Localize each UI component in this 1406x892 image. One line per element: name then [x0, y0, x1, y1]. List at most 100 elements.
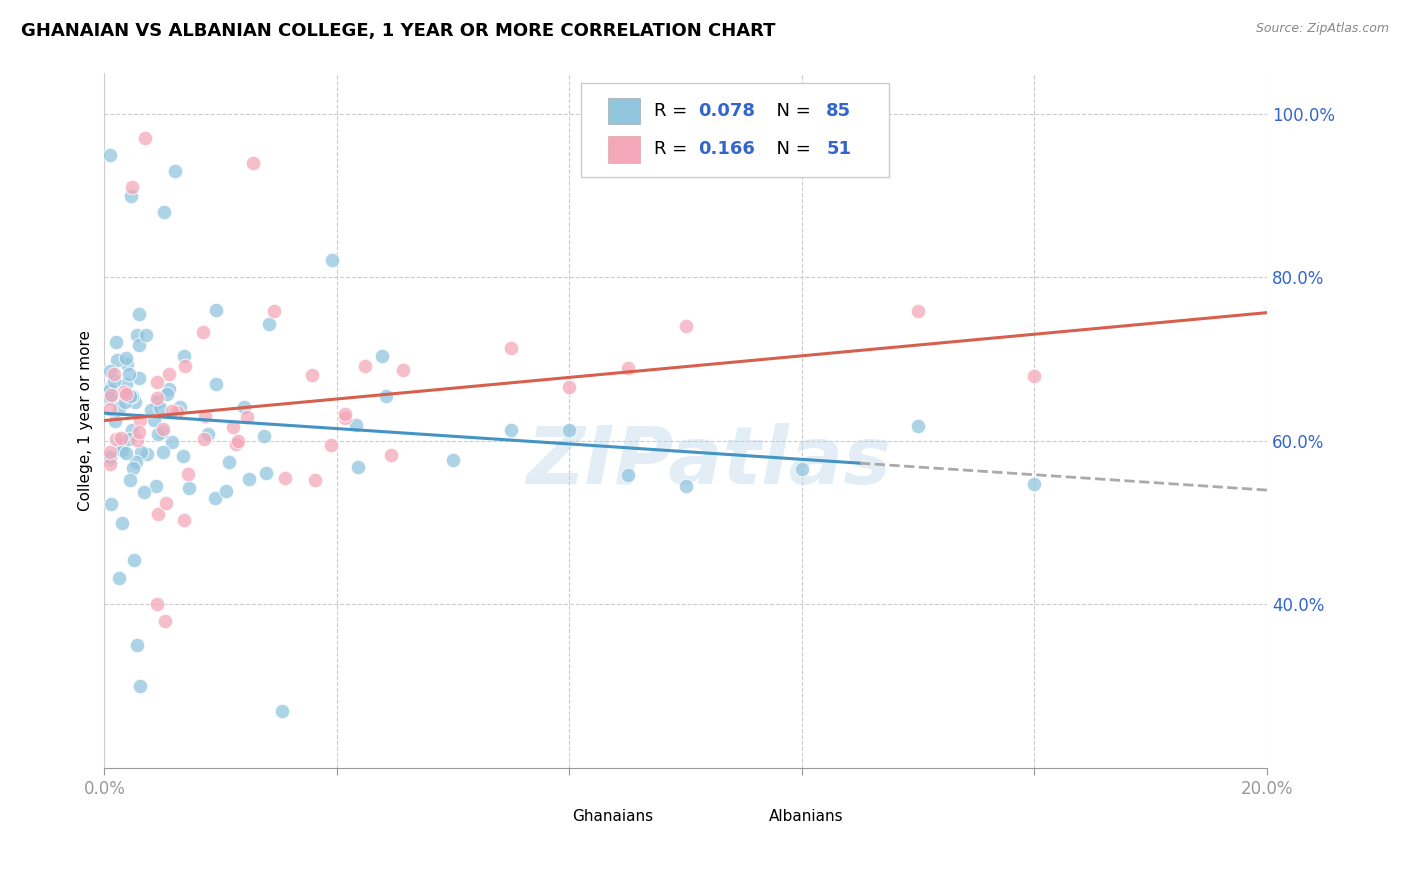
Point — [232, 400, 254, 414]
Point — [128, 370, 150, 384]
Text: R =: R = — [654, 103, 693, 120]
Text: GHANAIAN VS ALBANIAN COLLEGE, 1 YEAR OR MORE CORRELATION CHART: GHANAIAN VS ALBANIAN COLLEGE, 1 YEAR OR … — [21, 22, 776, 40]
Point — [204, 491, 226, 505]
Point — [155, 496, 177, 510]
Text: 0.166: 0.166 — [699, 140, 755, 159]
Point — [174, 359, 197, 373]
Point — [558, 423, 581, 437]
Point — [193, 432, 215, 446]
Point — [222, 419, 245, 434]
Point — [105, 353, 128, 368]
Point — [98, 383, 121, 397]
FancyBboxPatch shape — [529, 806, 561, 827]
Point — [114, 395, 136, 409]
Point — [304, 474, 326, 488]
Point — [162, 434, 184, 449]
Point — [114, 376, 136, 391]
Point — [173, 349, 195, 363]
Point — [100, 388, 122, 402]
FancyBboxPatch shape — [581, 84, 889, 178]
Point — [301, 368, 323, 382]
Text: ZIPatlas: ZIPatlas — [526, 423, 891, 501]
Point — [197, 426, 219, 441]
Point — [103, 374, 125, 388]
Text: N =: N = — [765, 140, 817, 159]
Point — [675, 479, 697, 493]
Point — [143, 413, 166, 427]
FancyBboxPatch shape — [607, 136, 640, 162]
Point — [225, 437, 247, 451]
Point — [191, 325, 214, 339]
FancyBboxPatch shape — [607, 98, 640, 124]
FancyBboxPatch shape — [727, 806, 759, 827]
Point — [98, 402, 121, 417]
Point — [118, 367, 141, 381]
Point — [104, 334, 127, 349]
Point — [125, 328, 148, 343]
Point — [146, 508, 169, 522]
Point — [129, 679, 152, 693]
Point — [134, 131, 156, 145]
Point — [790, 462, 813, 476]
Point — [1024, 477, 1046, 491]
Point — [135, 328, 157, 343]
Point — [218, 454, 240, 468]
Point — [98, 364, 121, 378]
Point — [238, 472, 260, 486]
Point — [100, 497, 122, 511]
Point — [157, 383, 180, 397]
Point — [152, 445, 174, 459]
Point — [205, 303, 228, 318]
Point — [173, 513, 195, 527]
Point — [98, 381, 121, 395]
Point — [98, 450, 121, 464]
Point — [136, 447, 159, 461]
Point — [166, 405, 188, 419]
Point — [120, 473, 142, 487]
Point — [370, 349, 392, 363]
Point — [344, 418, 367, 433]
Point — [146, 598, 169, 612]
Point — [392, 363, 415, 377]
Point — [98, 452, 121, 467]
Point — [112, 384, 135, 399]
Point — [675, 319, 697, 334]
Point — [121, 423, 143, 437]
Point — [104, 413, 127, 427]
Point — [114, 387, 136, 401]
Point — [177, 482, 200, 496]
Point — [150, 425, 173, 440]
Point — [121, 180, 143, 194]
Point — [347, 460, 370, 475]
Point — [259, 318, 281, 332]
Point — [152, 422, 174, 436]
Point — [141, 403, 163, 417]
Point — [1024, 369, 1046, 384]
Text: Source: ZipAtlas.com: Source: ZipAtlas.com — [1256, 22, 1389, 36]
Point — [160, 404, 183, 418]
Point — [108, 438, 131, 452]
Point — [125, 433, 148, 447]
Point — [163, 164, 186, 178]
Point — [558, 380, 581, 394]
Point — [115, 351, 138, 365]
Point — [110, 516, 132, 530]
Point — [121, 389, 143, 403]
Y-axis label: College, 1 year or more: College, 1 year or more — [79, 330, 93, 511]
Point — [98, 147, 121, 161]
Point — [146, 395, 169, 409]
Point — [375, 389, 398, 403]
Point — [115, 446, 138, 460]
Point — [118, 432, 141, 446]
Point — [157, 367, 180, 381]
Point — [145, 375, 167, 389]
Point — [235, 409, 257, 424]
Point — [149, 401, 172, 416]
Point — [122, 553, 145, 567]
Point — [155, 614, 177, 628]
Text: R =: R = — [654, 140, 693, 159]
Point — [274, 471, 297, 485]
Point — [105, 432, 128, 446]
Text: 0.078: 0.078 — [699, 103, 755, 120]
Point — [131, 445, 153, 459]
